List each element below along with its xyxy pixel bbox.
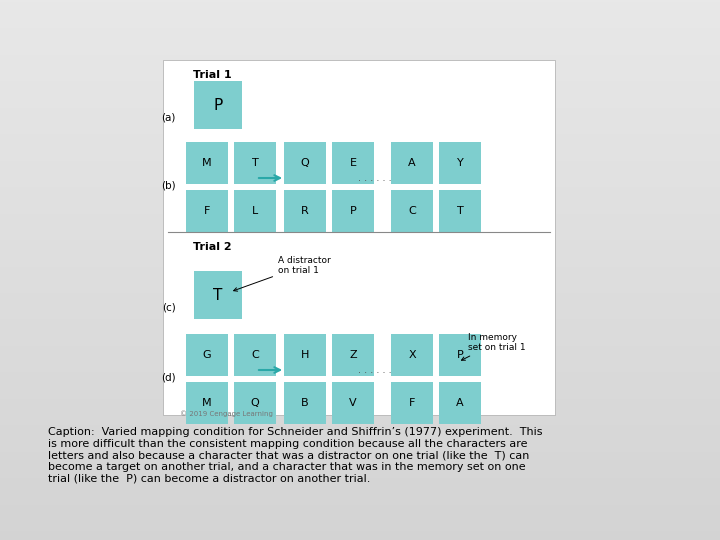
Bar xyxy=(332,190,374,232)
Text: A: A xyxy=(456,398,464,408)
Text: (c): (c) xyxy=(162,302,176,312)
Bar xyxy=(194,271,242,319)
Text: E: E xyxy=(349,158,356,168)
Text: . . . . . .: . . . . . . xyxy=(358,173,392,183)
Bar xyxy=(284,334,326,376)
Text: P: P xyxy=(456,350,464,360)
Text: (a): (a) xyxy=(161,112,176,122)
Text: H: H xyxy=(301,350,309,360)
Text: X: X xyxy=(408,350,416,360)
Text: V: V xyxy=(349,398,357,408)
Bar xyxy=(439,334,481,376)
Bar xyxy=(284,142,326,184)
Bar xyxy=(234,190,276,232)
Bar xyxy=(284,190,326,232)
Text: Trial 1: Trial 1 xyxy=(193,70,232,80)
Bar xyxy=(439,382,481,424)
Bar xyxy=(391,142,433,184)
Text: L: L xyxy=(252,206,258,216)
Bar xyxy=(234,382,276,424)
Bar xyxy=(439,190,481,232)
Text: (d): (d) xyxy=(161,372,176,382)
Bar xyxy=(163,60,555,415)
Bar xyxy=(234,334,276,376)
Text: © 2019 Cengage Learning: © 2019 Cengage Learning xyxy=(180,410,273,417)
Text: C: C xyxy=(408,206,416,216)
Text: T: T xyxy=(251,158,258,168)
Bar xyxy=(186,190,228,232)
Text: Trial 2: Trial 2 xyxy=(193,242,232,252)
Bar xyxy=(391,190,433,232)
Bar xyxy=(194,81,242,129)
Text: R: R xyxy=(301,206,309,216)
Text: P: P xyxy=(213,98,222,112)
Text: A distractor
on trial 1: A distractor on trial 1 xyxy=(233,255,330,291)
Bar xyxy=(284,382,326,424)
Text: F: F xyxy=(409,398,415,408)
Text: B: B xyxy=(301,398,309,408)
Text: Z: Z xyxy=(349,350,357,360)
Text: (b): (b) xyxy=(161,180,176,190)
Bar xyxy=(332,334,374,376)
Text: M: M xyxy=(202,398,212,408)
Bar xyxy=(391,334,433,376)
Text: . . . . . .: . . . . . . xyxy=(358,365,392,375)
Text: In memory
set on trial 1: In memory set on trial 1 xyxy=(462,333,526,360)
Text: P: P xyxy=(350,206,356,216)
Text: Y: Y xyxy=(456,158,464,168)
Text: M: M xyxy=(202,158,212,168)
Bar xyxy=(332,382,374,424)
Bar xyxy=(391,382,433,424)
Bar xyxy=(186,142,228,184)
Text: Caption:  Varied mapping condition for Schneider and Shiffrin’s (1977) experimen: Caption: Varied mapping condition for Sc… xyxy=(48,427,542,483)
Text: T: T xyxy=(213,287,222,302)
Bar xyxy=(439,142,481,184)
Bar xyxy=(186,382,228,424)
Text: A: A xyxy=(408,158,416,168)
Text: Q: Q xyxy=(251,398,259,408)
Bar xyxy=(234,142,276,184)
Text: F: F xyxy=(204,206,210,216)
Text: T: T xyxy=(456,206,464,216)
Text: G: G xyxy=(203,350,211,360)
Text: C: C xyxy=(251,350,259,360)
Bar xyxy=(332,142,374,184)
Text: Q: Q xyxy=(301,158,310,168)
Bar xyxy=(186,334,228,376)
